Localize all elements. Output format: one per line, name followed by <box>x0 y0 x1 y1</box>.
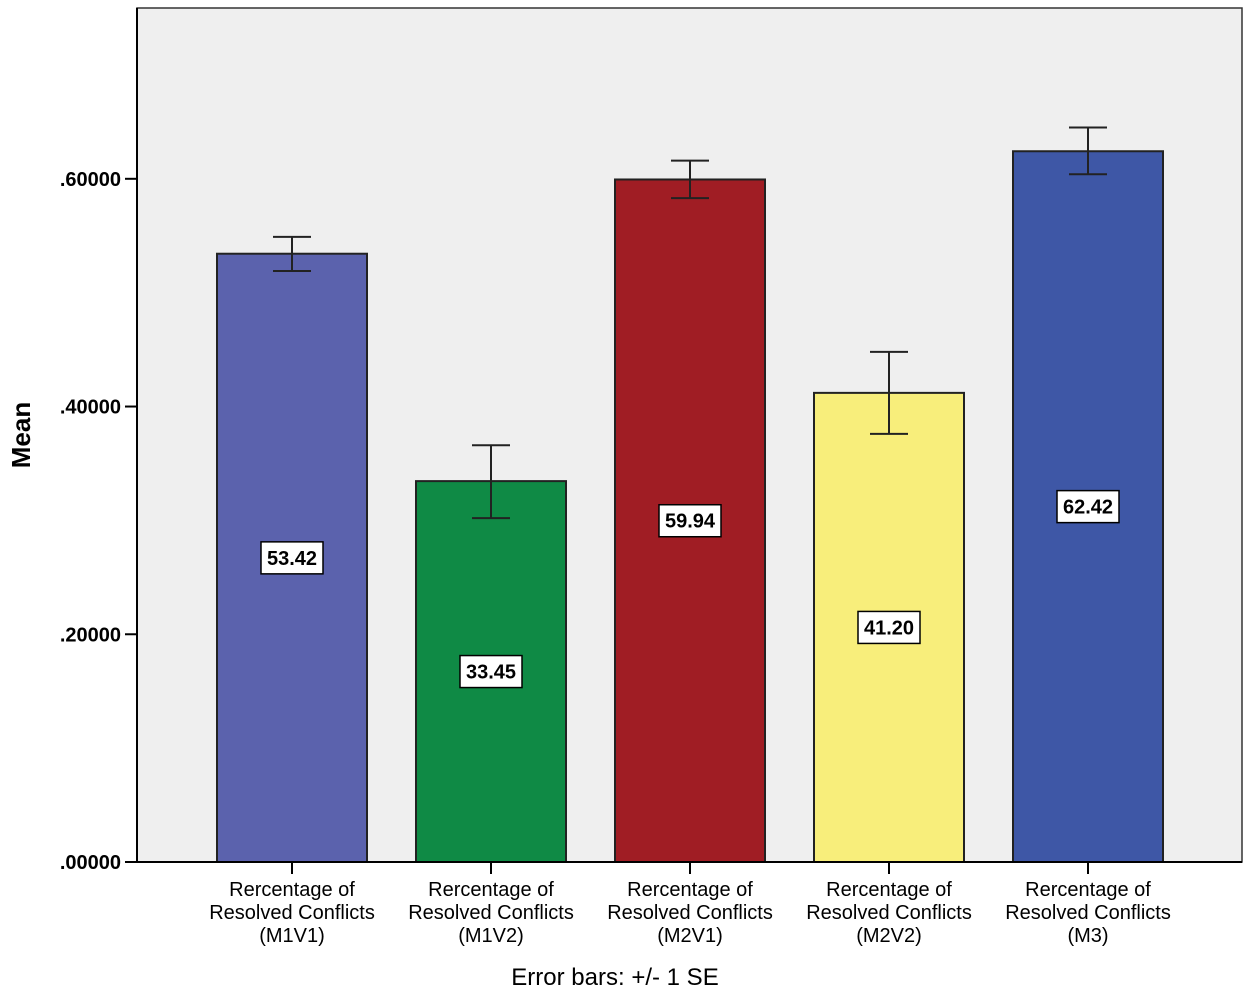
x-category-label: Rercentage of Resolved Conflicts (M3) <box>1005 879 1171 947</box>
data-label-box <box>459 654 523 689</box>
data-label-box <box>857 610 921 645</box>
data-label-box <box>658 503 722 538</box>
x-category-label: Rercentage of Resolved Conflicts (M1V2) <box>408 879 574 947</box>
y-tick-label: .20000 <box>60 624 121 646</box>
y-tick-label: .40000 <box>60 397 121 419</box>
data-label: 33.45 <box>466 662 516 684</box>
y-tick-label: .60000 <box>60 169 121 191</box>
data-label: 53.42 <box>267 548 317 570</box>
data-label: 59.94 <box>665 511 716 533</box>
y-axis-label: Mean <box>6 402 36 468</box>
data-label-box <box>1056 489 1120 524</box>
bars-layer: 53.42 33.45 59.94 41.20 62.42 <box>216 126 1164 864</box>
data-label-box <box>260 541 324 575</box>
axis-layer: .00000 .20000 .40000 .60000 Rercentage of Res… <box>60 8 1242 947</box>
y-tick-label: .00000 <box>60 852 121 874</box>
data-label: 41.20 <box>864 617 914 639</box>
x-category-label: Rercentage of Resolved Conflicts (M1V1) <box>209 879 375 947</box>
data-label: 62.42 <box>1063 497 1113 519</box>
x-category-label: Rercentage of Resolved Conflicts (M2V2) <box>806 879 972 947</box>
x-category-label: Rercentage of Resolved Conflicts (M2V1) <box>607 879 773 947</box>
error-bars-note: Error bars: +/- 1 SE <box>511 964 718 991</box>
